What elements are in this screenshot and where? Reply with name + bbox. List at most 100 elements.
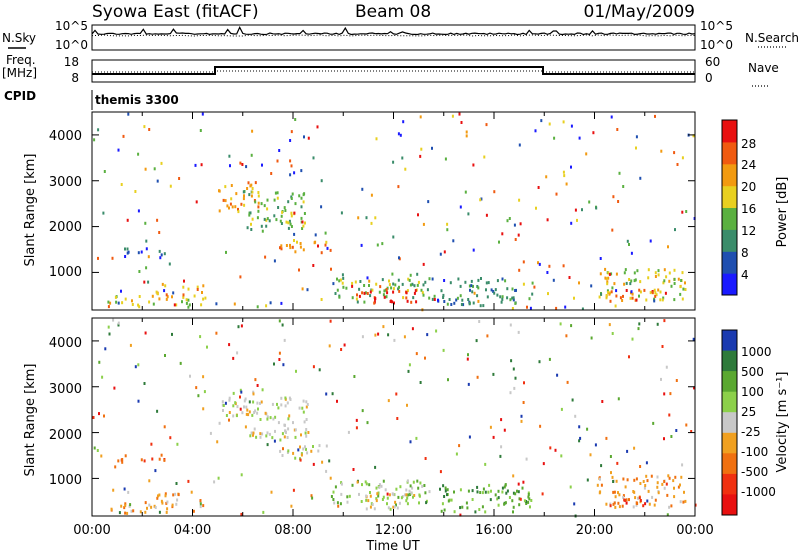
range-cell-2 xyxy=(300,453,303,457)
range-cell-sparse xyxy=(652,421,655,425)
range-cell-9 xyxy=(633,478,636,482)
range-cell-8 xyxy=(525,500,528,503)
range-cell-3 xyxy=(365,482,368,486)
range-cell-sparse xyxy=(352,468,355,471)
range-cell-2 xyxy=(318,444,321,448)
range-cell-8 xyxy=(484,510,487,514)
range-cell-sparse xyxy=(589,453,592,457)
range-cell-sparse xyxy=(169,184,172,188)
power-panel xyxy=(91,111,696,312)
power-cbar-tick-16: 16 xyxy=(741,202,756,216)
range-cell-9 xyxy=(642,480,645,483)
range-cell-sparse xyxy=(609,455,612,458)
range-cell-5 xyxy=(185,301,188,305)
range-cell-9 xyxy=(684,499,687,503)
range-cell-sparse xyxy=(452,239,455,243)
range-cell-sparse xyxy=(455,452,458,456)
range-cell-sparse xyxy=(299,458,302,462)
range-cell-2 xyxy=(279,246,281,250)
range-cell-10 xyxy=(621,504,624,508)
range-cell-0 xyxy=(228,398,231,402)
range-cell-8 xyxy=(449,281,452,285)
range-cell-8 xyxy=(466,506,469,510)
range-cell-sparse xyxy=(386,492,389,496)
range-cell-9 xyxy=(624,268,627,272)
range-cell-sparse xyxy=(250,153,253,157)
range-cell-sparse xyxy=(526,305,528,309)
noise-right-tick-top: 10^5 xyxy=(700,19,733,33)
range-cell-sparse xyxy=(467,353,469,357)
range-cell-3 xyxy=(422,283,425,287)
range-cell-sparse xyxy=(681,463,684,467)
range-cell-4 xyxy=(356,293,358,297)
range-cell-sparse xyxy=(289,173,292,177)
range-cell-sparse xyxy=(395,392,398,396)
range-cell-3 xyxy=(351,483,354,487)
range-cell-9 xyxy=(633,279,636,283)
range-cell-sparse xyxy=(93,138,96,142)
range-cell-sparse xyxy=(143,125,146,129)
range-cell-sparse xyxy=(280,301,283,305)
range-cell-9 xyxy=(605,294,608,297)
range-cell-10 xyxy=(609,504,612,508)
range-cell-sparse xyxy=(120,183,123,186)
range-cell-1 xyxy=(287,221,290,225)
range-cell-3 xyxy=(342,285,345,289)
range-cell-0 xyxy=(256,411,259,415)
range-cell-5 xyxy=(182,295,185,299)
range-cell-4 xyxy=(388,493,391,497)
range-cell-2 xyxy=(289,243,291,247)
range-cell-8 xyxy=(512,491,515,495)
range-cell-sparse xyxy=(312,264,315,267)
range-cell-sparse xyxy=(283,338,286,342)
range-cell-sparse xyxy=(468,435,471,439)
range-cell-2 xyxy=(299,445,301,449)
range-cell-sparse xyxy=(500,418,503,422)
station-title: Syowa East (fitACF) xyxy=(92,2,259,22)
range-cell-sparse xyxy=(347,430,350,434)
vel-cbar-tick-100: 100 xyxy=(741,385,764,399)
range-cell-8 xyxy=(508,496,511,499)
range-cell-sparse xyxy=(484,490,487,494)
range-cell-4 xyxy=(412,495,414,499)
range-cell-9 xyxy=(633,271,636,275)
range-cell-sparse xyxy=(326,246,329,250)
range-cell-sparse xyxy=(294,118,297,121)
range-cell-9 xyxy=(598,295,601,299)
range-cell-sparse xyxy=(639,465,642,468)
range-cell-5 xyxy=(120,504,123,508)
range-cell-1 xyxy=(263,217,266,221)
range-cell-7 xyxy=(137,251,140,255)
range-cell-sparse xyxy=(176,442,179,446)
range-cell-1 xyxy=(301,227,304,230)
range-cell-9 xyxy=(614,495,617,499)
range-cell-sparse xyxy=(370,193,373,197)
range-cell-8 xyxy=(468,302,471,306)
range-cell-sparse xyxy=(631,337,634,341)
range-cell-9 xyxy=(644,484,647,487)
range-cell-1 xyxy=(251,217,254,221)
range-cell-5 xyxy=(166,507,169,511)
range-cell-5 xyxy=(165,297,168,301)
range-cell-4 xyxy=(369,290,372,294)
range-cell-3 xyxy=(338,279,341,283)
range-cell-sparse xyxy=(316,125,319,129)
range-cell-7 xyxy=(124,454,127,458)
range-cell-8 xyxy=(462,303,465,307)
range-cell-0 xyxy=(234,401,237,405)
range-cell-sparse xyxy=(492,435,495,439)
range-cell-9 xyxy=(615,272,618,276)
range-cell-sparse xyxy=(100,454,103,458)
range-cell-1 xyxy=(259,435,262,439)
range-cell-sparse xyxy=(427,200,430,204)
range-cell-1 xyxy=(287,226,290,230)
range-cell-0 xyxy=(236,405,239,409)
vel-ytick-3000: 3000 xyxy=(49,382,82,397)
range-cell-sparse xyxy=(398,256,400,260)
range-cell-8 xyxy=(455,298,458,302)
xaxis-label: Time UT xyxy=(365,539,419,554)
range-cell-sparse xyxy=(685,210,688,213)
xtick-00-start: 00:00 xyxy=(73,523,110,538)
nave-tick-top: 60 xyxy=(705,55,720,69)
range-cell-2 xyxy=(287,449,290,453)
